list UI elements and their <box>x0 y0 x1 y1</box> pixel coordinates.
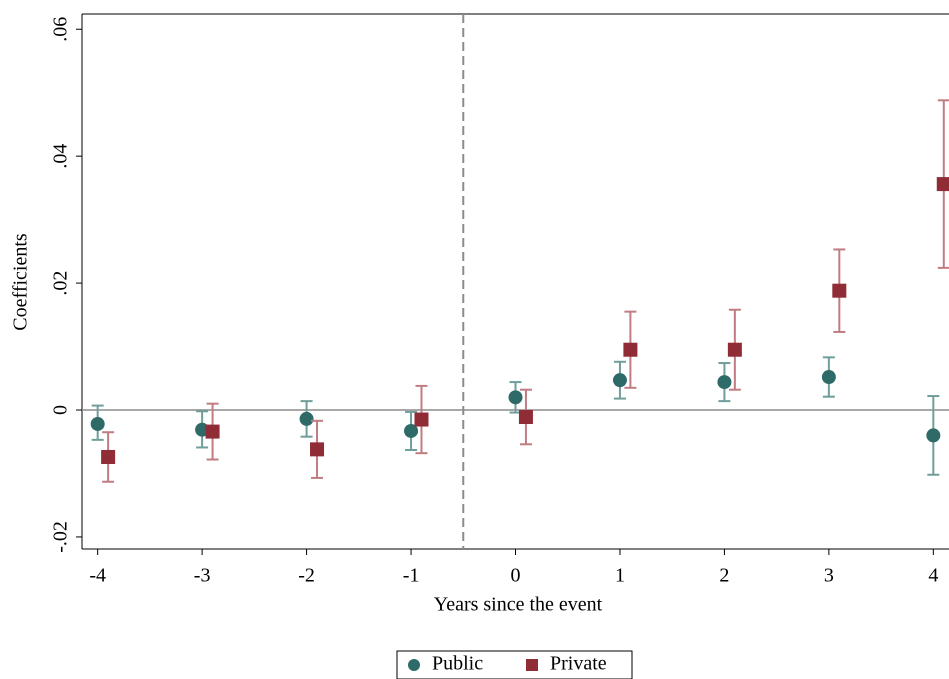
x-axis-title: Years since the event <box>434 594 603 616</box>
legend-swatch <box>408 659 420 671</box>
point <box>612 373 627 388</box>
x-tick-label: 2 <box>719 565 729 587</box>
legend-label: Private <box>550 653 607 675</box>
y-axis-title: Coefficients <box>10 233 32 331</box>
x-tick-label: 0 <box>511 565 521 587</box>
point <box>926 428 941 443</box>
x-tick-label: -4 <box>89 565 106 587</box>
point <box>299 411 314 426</box>
x-tick-label: 1 <box>615 565 625 587</box>
y-tick-label: .02 <box>50 271 72 296</box>
legend-box <box>396 650 633 679</box>
point <box>832 283 847 298</box>
y-tick-label: -.02 <box>50 521 72 553</box>
point <box>936 177 949 192</box>
point <box>623 342 638 357</box>
x-tick-label: -3 <box>194 565 211 587</box>
legend-swatch <box>526 659 538 671</box>
y-tick-label: 0 <box>50 405 72 415</box>
point <box>518 409 533 424</box>
point <box>717 375 732 390</box>
x-tick-label: -2 <box>298 565 315 587</box>
point <box>90 416 105 431</box>
y-tick-label: .04 <box>50 144 72 169</box>
x-tick-label: -1 <box>403 565 420 587</box>
y-tick-label: .06 <box>50 17 72 42</box>
point <box>508 390 523 405</box>
x-tick-label: 3 <box>824 565 834 587</box>
point <box>205 424 220 439</box>
legend-label: Public <box>432 653 483 675</box>
point <box>404 423 419 438</box>
point <box>414 412 429 427</box>
point <box>821 370 836 385</box>
point <box>101 449 116 464</box>
x-tick-label: 4 <box>928 565 938 587</box>
point <box>310 442 325 457</box>
point <box>727 342 742 357</box>
